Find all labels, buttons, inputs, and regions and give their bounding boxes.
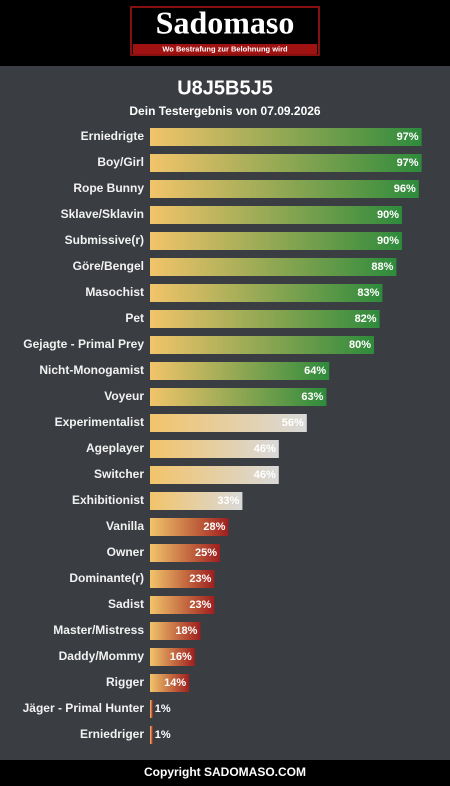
value-label: 90% bbox=[377, 235, 399, 247]
category-label: Boy/Girl bbox=[97, 155, 144, 169]
value-label: 97% bbox=[397, 157, 419, 169]
bar bbox=[150, 154, 422, 172]
bar bbox=[150, 284, 383, 302]
footer bbox=[0, 760, 450, 786]
value-label: 25% bbox=[195, 547, 217, 559]
bar bbox=[150, 440, 279, 458]
bar bbox=[150, 570, 215, 588]
value-label: 96% bbox=[394, 183, 416, 195]
bar bbox=[150, 232, 402, 250]
bar bbox=[150, 414, 307, 432]
value-label: 18% bbox=[175, 625, 197, 637]
bar bbox=[150, 310, 380, 328]
value-label: 23% bbox=[189, 573, 211, 585]
category-label: Gejagte - Primal Prey bbox=[23, 337, 144, 351]
value-label: 23% bbox=[189, 599, 211, 611]
value-label: 80% bbox=[349, 339, 371, 351]
category-label: Exhibitionist bbox=[72, 493, 144, 507]
copyright[interactable]: Copyright SADOMASO.COM bbox=[144, 765, 306, 779]
bar bbox=[150, 492, 243, 510]
value-label: 63% bbox=[301, 391, 323, 403]
category-label: Vanilla bbox=[106, 519, 144, 533]
value-label: 64% bbox=[304, 365, 326, 377]
bar bbox=[150, 700, 153, 718]
bar bbox=[150, 362, 330, 380]
bar bbox=[150, 518, 229, 536]
category-label: Daddy/Mommy bbox=[59, 649, 145, 663]
bar bbox=[150, 258, 397, 276]
category-label: Jäger - Primal Hunter bbox=[23, 701, 145, 715]
category-label: Switcher bbox=[94, 467, 144, 481]
value-label: 1% bbox=[155, 729, 171, 741]
value-label: 46% bbox=[254, 443, 276, 455]
category-label: Sklave/Sklavin bbox=[61, 207, 144, 221]
value-label: 83% bbox=[357, 287, 379, 299]
bar bbox=[150, 180, 419, 198]
value-label: 33% bbox=[217, 495, 239, 507]
value-label: 1% bbox=[155, 703, 171, 715]
category-label: Voyeur bbox=[104, 389, 144, 403]
category-label: Erniedrigte bbox=[81, 129, 145, 143]
category-label: Erniedriger bbox=[80, 727, 144, 741]
category-label: Dominante(r) bbox=[69, 571, 144, 585]
category-label: Rope Bunny bbox=[73, 181, 144, 195]
bar bbox=[150, 596, 215, 614]
category-label: Pet bbox=[125, 311, 144, 325]
category-label: Master/Mistress bbox=[53, 623, 144, 637]
bar bbox=[150, 336, 374, 354]
chart-title: U8J5B5J5 bbox=[177, 77, 273, 99]
value-label: 16% bbox=[170, 651, 192, 663]
category-label: Submissive(r) bbox=[65, 233, 144, 247]
chart-subtitle: Dein Testergebnis von 07.09.2026 bbox=[129, 104, 321, 118]
category-label: Rigger bbox=[106, 675, 144, 689]
logo[interactable]: Sadomaso bbox=[156, 4, 295, 40]
category-label: Masochist bbox=[85, 285, 144, 299]
value-label: 28% bbox=[203, 521, 225, 533]
bar bbox=[150, 206, 402, 224]
category-label: Owner bbox=[107, 545, 145, 559]
bar bbox=[150, 544, 220, 562]
bar bbox=[150, 726, 153, 744]
category-label: Nicht-Monogamist bbox=[39, 363, 144, 377]
category-label: Experimentalist bbox=[55, 415, 144, 429]
bar bbox=[150, 648, 195, 666]
bar bbox=[150, 674, 190, 692]
value-label: 14% bbox=[164, 677, 186, 689]
value-label: 90% bbox=[377, 209, 399, 221]
value-label: 46% bbox=[254, 469, 276, 481]
category-label: Göre/Bengel bbox=[73, 259, 144, 273]
value-label: 82% bbox=[355, 313, 377, 325]
value-label: 88% bbox=[371, 261, 393, 273]
category-label: Sadist bbox=[108, 597, 144, 611]
bar bbox=[150, 388, 327, 406]
category-label: Ageplayer bbox=[86, 441, 144, 455]
logo-band bbox=[133, 44, 317, 54]
tagline: Wo Bestrafung zur Belohnung wird bbox=[162, 44, 288, 53]
value-label: 97% bbox=[397, 131, 419, 143]
bar bbox=[150, 466, 279, 484]
bar bbox=[150, 128, 422, 146]
bar bbox=[150, 622, 201, 640]
value-label: 56% bbox=[282, 417, 304, 429]
